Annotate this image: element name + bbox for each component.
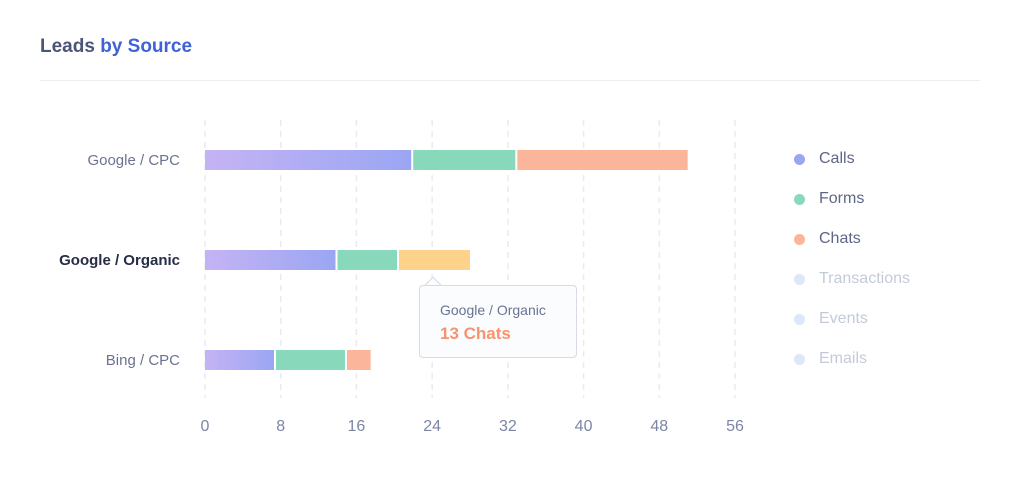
legend-label: Transactions <box>819 270 910 287</box>
bar-segment-calls <box>205 150 412 170</box>
legend-item[interactable]: Calls <box>794 148 910 188</box>
bar-segment-forms <box>413 150 516 170</box>
header-divider <box>40 80 980 81</box>
legend-dot-icon <box>794 274 805 285</box>
x-tick-label: 16 <box>348 418 366 435</box>
x-tick-label: 32 <box>499 418 517 435</box>
legend-item[interactable]: Events <box>794 308 910 348</box>
legend-dot-icon <box>794 154 805 165</box>
chart-title-part2: by Source <box>100 36 193 57</box>
chart-title: Leads by Source <box>40 36 192 58</box>
x-tick-label: 8 <box>276 418 285 435</box>
y-category-label: Bing / CPC <box>106 352 180 369</box>
bar-segment-chats <box>517 150 688 170</box>
x-tick-label: 0 <box>201 418 210 435</box>
x-tick-label: 48 <box>650 418 668 435</box>
bar-segment-calls <box>205 250 336 270</box>
tooltip: Google / Organic 13 Chats <box>419 285 577 358</box>
y-category-label: Google / Organic <box>59 252 180 269</box>
legend-dot-icon <box>794 314 805 325</box>
chart-title-part1: Leads <box>40 36 95 57</box>
tooltip-source: Google / Organic <box>440 302 546 318</box>
legend: Calls Forms Chats Transactions Events Em… <box>794 148 910 388</box>
x-tick-label: 40 <box>575 418 593 435</box>
bar-segment-calls <box>205 350 274 370</box>
legend-dot-icon <box>794 234 805 245</box>
legend-label: Emails <box>819 350 868 367</box>
legend-label: Chats <box>819 230 861 247</box>
legend-dot-icon <box>794 354 805 365</box>
legend-dot-icon <box>794 194 805 205</box>
legend-label: Events <box>819 310 868 327</box>
legend-item[interactable]: Chats <box>794 228 910 268</box>
bar-segment-chats <box>399 250 470 270</box>
x-tick-label: 56 <box>726 418 744 435</box>
tooltip-value: 13 Chats <box>440 324 511 343</box>
bar-segment-chats <box>346 350 371 370</box>
legend-label: Calls <box>819 150 855 167</box>
legend-label: Forms <box>819 190 865 207</box>
bar-segment-forms <box>275 350 345 370</box>
y-category-label: Google / CPC <box>87 152 180 169</box>
x-tick-label: 24 <box>423 418 441 435</box>
legend-item[interactable]: Forms <box>794 188 910 228</box>
legend-item[interactable]: Emails <box>794 348 910 388</box>
legend-item[interactable]: Transactions <box>794 268 910 308</box>
bar-segment-forms <box>337 250 398 270</box>
